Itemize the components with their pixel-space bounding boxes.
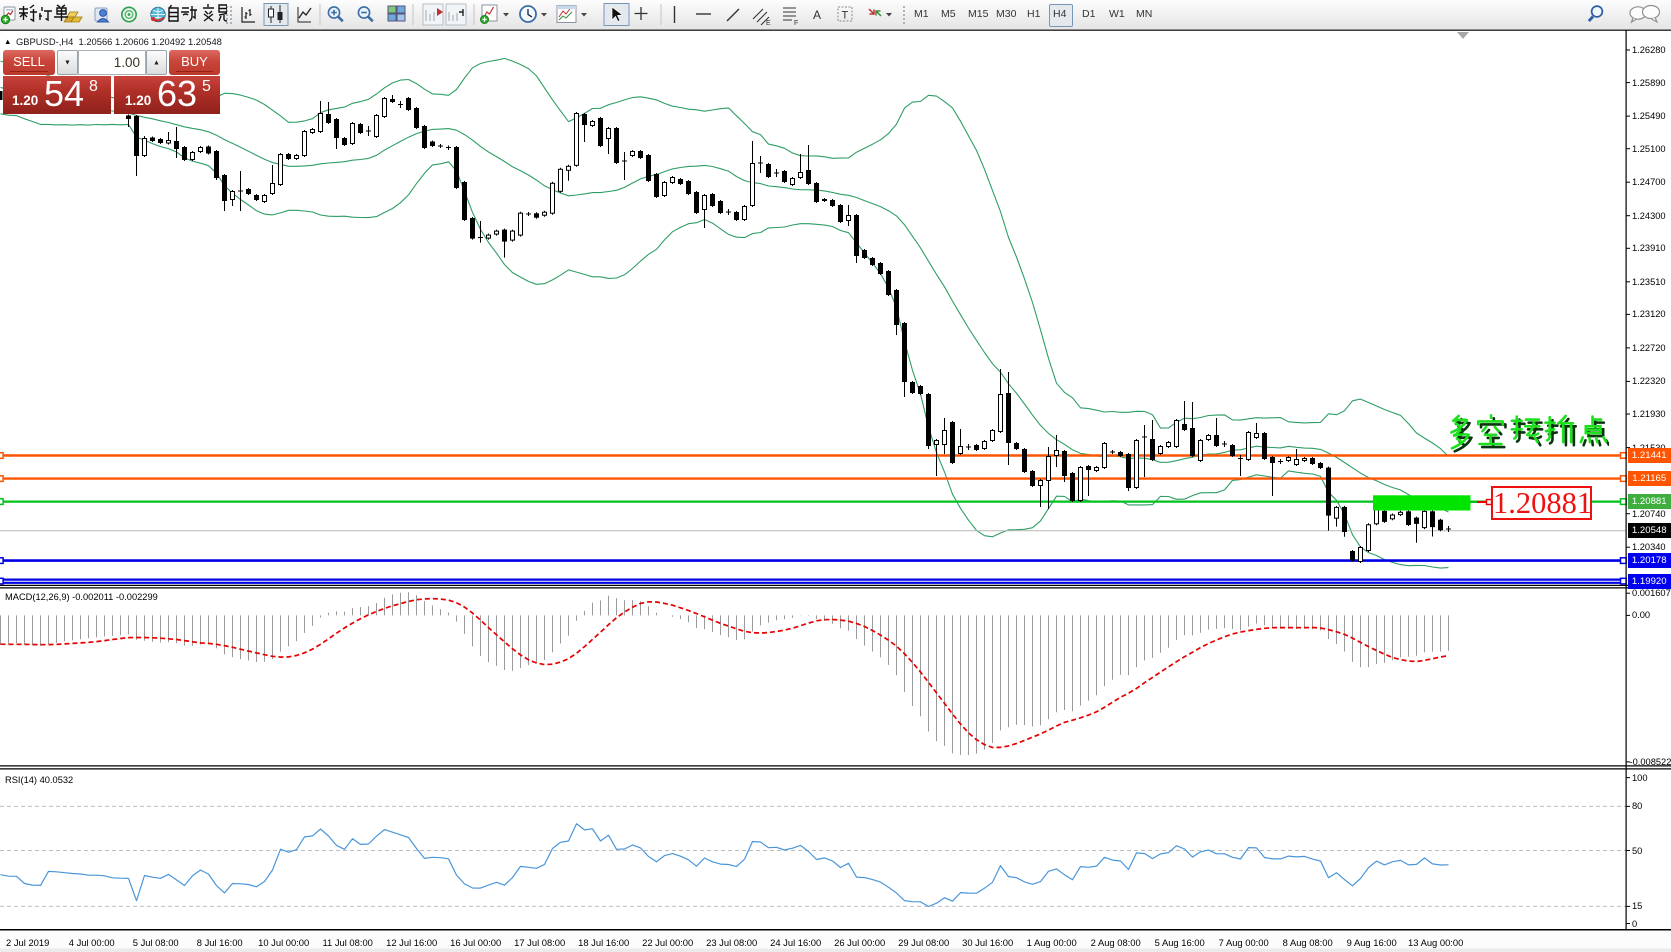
svg-text:A: A xyxy=(813,8,821,22)
svg-text:E: E xyxy=(766,20,771,27)
svg-text:F: F xyxy=(794,20,798,27)
svg-text:T: T xyxy=(842,10,849,22)
